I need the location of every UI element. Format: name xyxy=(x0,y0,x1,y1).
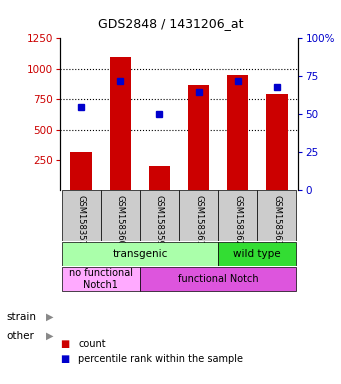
Text: ■: ■ xyxy=(60,354,69,364)
Text: other: other xyxy=(7,331,35,341)
Bar xyxy=(140,190,179,241)
Bar xyxy=(149,166,170,190)
Bar xyxy=(257,190,296,241)
Bar xyxy=(266,94,287,190)
Text: ▶: ▶ xyxy=(46,312,53,322)
Text: GSM158357: GSM158357 xyxy=(77,195,86,245)
Text: GSM158359: GSM158359 xyxy=(155,195,164,245)
Text: ■: ■ xyxy=(60,339,69,349)
Text: GSM158360: GSM158360 xyxy=(116,195,125,245)
Bar xyxy=(188,84,209,190)
Text: GSM158362: GSM158362 xyxy=(233,195,242,245)
Text: no functional
Notch1: no functional Notch1 xyxy=(69,268,133,290)
Text: GDS2848 / 1431206_at: GDS2848 / 1431206_at xyxy=(98,17,243,30)
Bar xyxy=(109,57,131,190)
Bar xyxy=(218,190,257,241)
Bar xyxy=(62,267,140,291)
Text: strain: strain xyxy=(7,312,37,322)
Text: GSM158361: GSM158361 xyxy=(194,195,203,245)
Bar xyxy=(218,242,296,266)
Bar xyxy=(62,190,101,241)
Bar xyxy=(62,242,218,266)
Bar xyxy=(101,190,140,241)
Bar xyxy=(179,190,218,241)
Text: functional Notch: functional Notch xyxy=(178,274,258,284)
Text: GSM158363: GSM158363 xyxy=(272,195,281,245)
Bar xyxy=(140,267,296,291)
Text: wild type: wild type xyxy=(234,249,281,259)
Text: percentile rank within the sample: percentile rank within the sample xyxy=(78,354,243,364)
Text: transgenic: transgenic xyxy=(112,249,167,259)
Bar xyxy=(71,152,92,190)
Text: count: count xyxy=(78,339,106,349)
Bar xyxy=(227,75,249,190)
Text: ▶: ▶ xyxy=(46,331,53,341)
